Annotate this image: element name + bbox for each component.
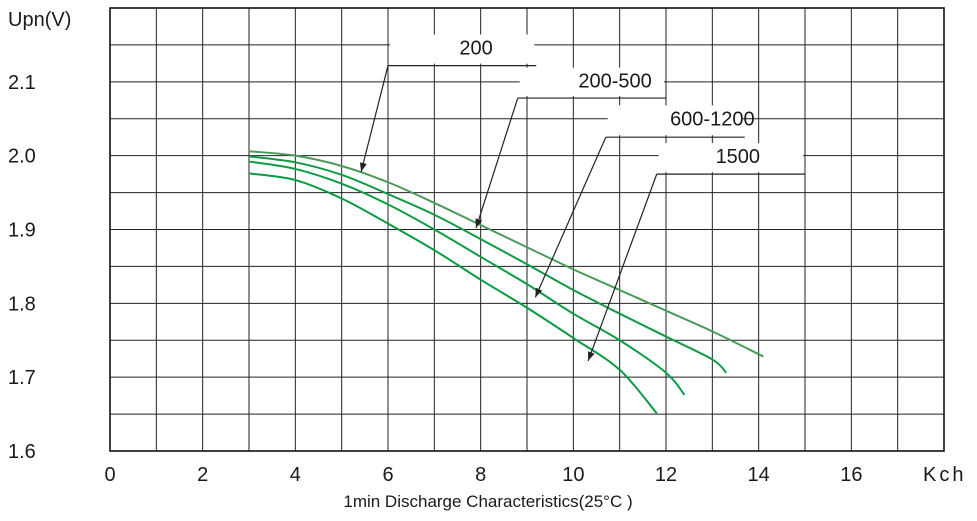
callout-background: [519, 67, 664, 97]
y-axis-label: Upn(V): [8, 9, 71, 31]
callout-arrowhead: [535, 287, 543, 298]
x-tick-label: 14: [748, 464, 770, 486]
callout-leader: [534, 136, 607, 298]
x-tick-label: 6: [382, 464, 393, 486]
x-tick-label: 16: [840, 464, 862, 486]
x-tick-label: 0: [104, 464, 115, 486]
grid-layer: [109, 7, 945, 452]
series-label-200: 200: [459, 38, 492, 60]
y-tick-label: 1.8: [8, 293, 36, 315]
series-label-200-500: 200-500: [578, 71, 651, 93]
callout-background: [658, 143, 803, 173]
x-tick-label: 2: [197, 464, 208, 486]
annotation-layer: 200 200-500 600-1200 1500: [359, 34, 805, 362]
series-layer: [248, 150, 764, 414]
callout-arrowhead: [475, 218, 483, 229]
callout-leader: [587, 173, 658, 362]
y-tick-label: 2.0: [8, 146, 36, 168]
x-tick-label: 10: [562, 464, 584, 486]
callout-arrowhead: [359, 162, 367, 172]
x-tick-label: 4: [290, 464, 301, 486]
plot-frame: [109, 7, 945, 452]
x-tick-label: 12: [655, 464, 677, 486]
tick-layer: 1.6 1.7 1.8 1.9 2.0 2.1 0 2 4 6 8 10 12 14 16: [8, 72, 862, 486]
chart-caption: 1min Discharge Characteristics(25°C ): [343, 492, 632, 511]
callout-background: [390, 34, 535, 64]
series-label-600-1200: 600-1200: [670, 108, 755, 130]
y-tick-label: 1.9: [8, 220, 36, 242]
series-line-600-1200: [248, 160, 686, 396]
y-tick-label: 2.1: [8, 72, 36, 94]
callout-background: [607, 105, 743, 136]
callout-leader: [475, 97, 519, 229]
y-tick-label: 1.6: [8, 441, 36, 463]
callout-leader: [360, 65, 389, 173]
x-tick-label: 8: [475, 464, 486, 486]
callout-arrowhead: [587, 351, 595, 361]
series-line-1500: [248, 172, 658, 414]
series-line-200-500: [248, 155, 727, 374]
series-line-200: [248, 150, 764, 358]
series-label-1500: 1500: [716, 146, 761, 168]
x-axis-label: Kch: [923, 464, 966, 486]
y-tick-label: 1.7: [8, 367, 36, 389]
